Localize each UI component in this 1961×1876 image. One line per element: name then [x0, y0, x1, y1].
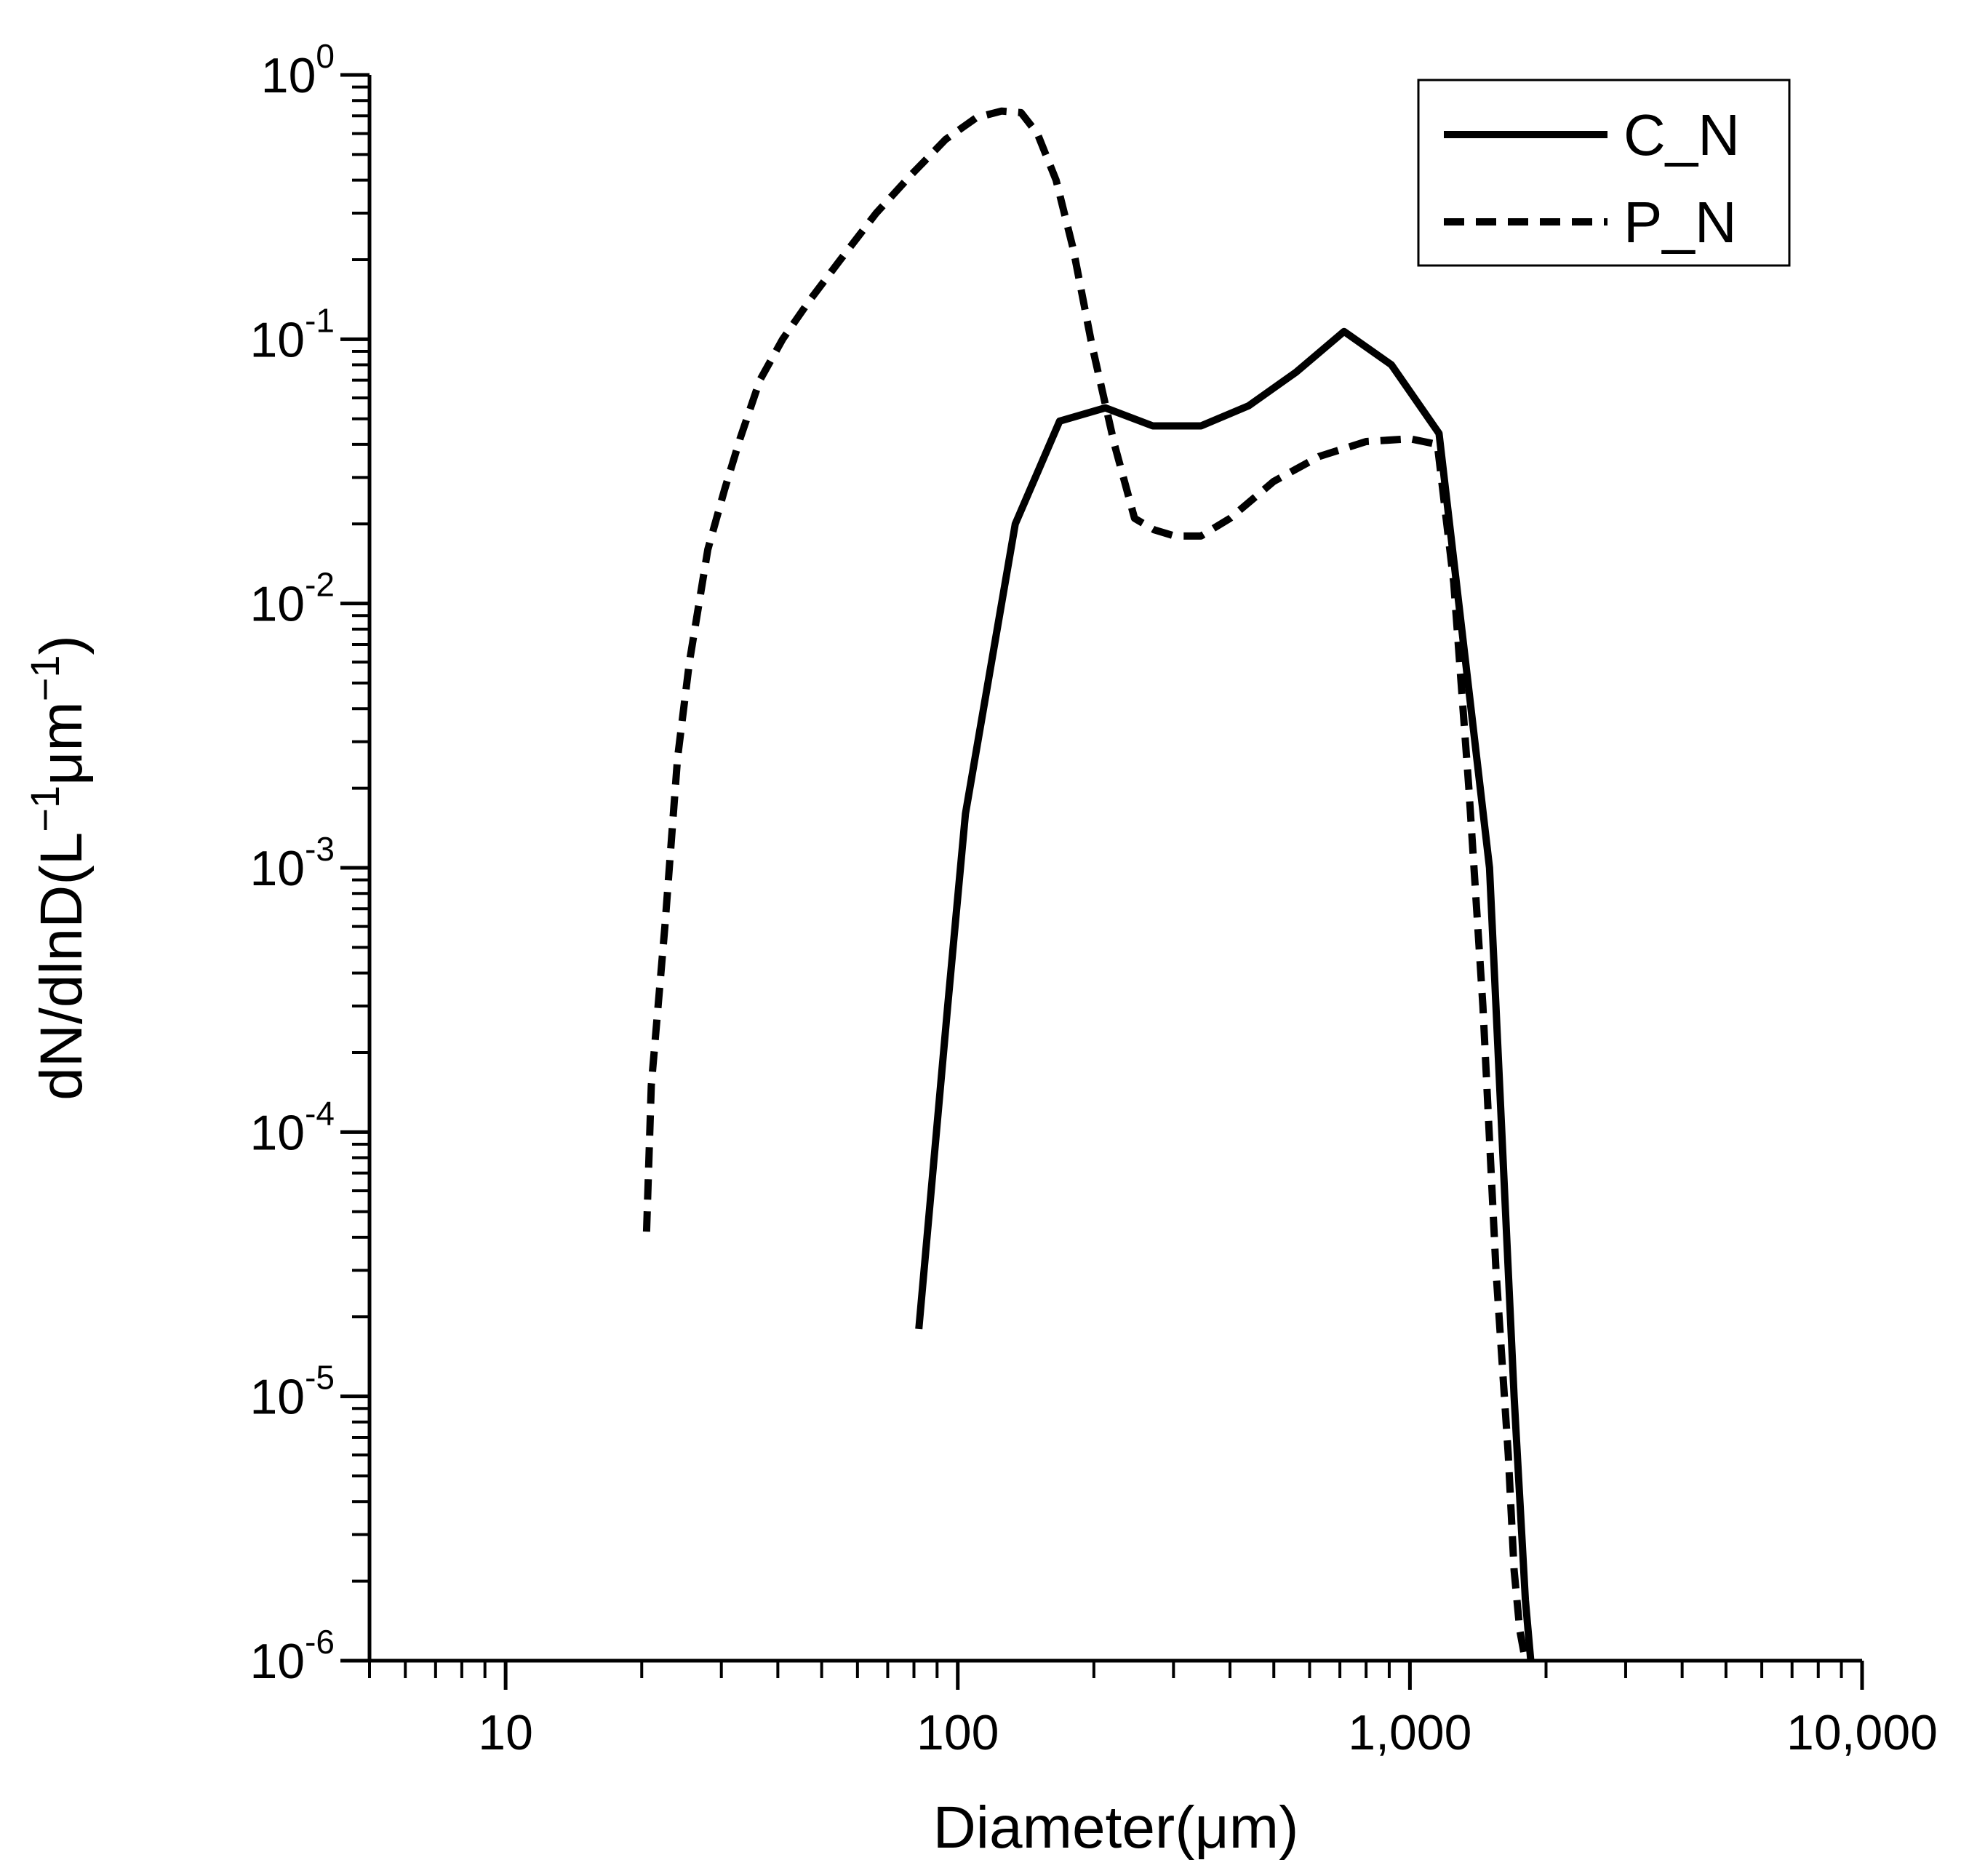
- legend-box: [1417, 79, 1791, 267]
- x-tick-label: 100: [916, 1705, 999, 1760]
- y-tick-label: 10-5: [249, 1359, 335, 1425]
- y-tick-label: 10-4: [249, 1094, 335, 1160]
- y-tick-label: 10-3: [249, 830, 335, 896]
- y-axis-title: dN/dlnD(L−1μm−1): [22, 635, 95, 1101]
- y-tick-label: 10-2: [249, 566, 335, 632]
- legend-label-p-n: P_N: [1623, 190, 1737, 255]
- x-tick-label: 10,000: [1786, 1705, 1938, 1760]
- x-tick-label: 10: [478, 1705, 533, 1760]
- legend: C_N P_N: [1417, 79, 1791, 267]
- x-tick-label: 1,000: [1348, 1705, 1471, 1760]
- y-tick-labels: 100 10-1 10-2 10-3 10-4 10-5 10-6: [249, 37, 335, 1689]
- major-ticks: [340, 73, 1864, 1690]
- series-line-p-n: [642, 107, 1530, 1661]
- x-tick-labels: 10 100 1,000 10,000: [478, 1705, 1938, 1760]
- y-tick-label: 10-6: [249, 1623, 335, 1689]
- x-axis-title: Diameter(μm): [933, 1795, 1299, 1861]
- y-tick-label: 100: [261, 37, 335, 103]
- minor-ticks: [352, 85, 1843, 1678]
- series-line-c-n: [915, 327, 1535, 1661]
- y-tick-label: 10-1: [249, 301, 335, 367]
- series-layer: [642, 107, 1535, 1661]
- legend-label-c-n: C_N: [1623, 103, 1740, 167]
